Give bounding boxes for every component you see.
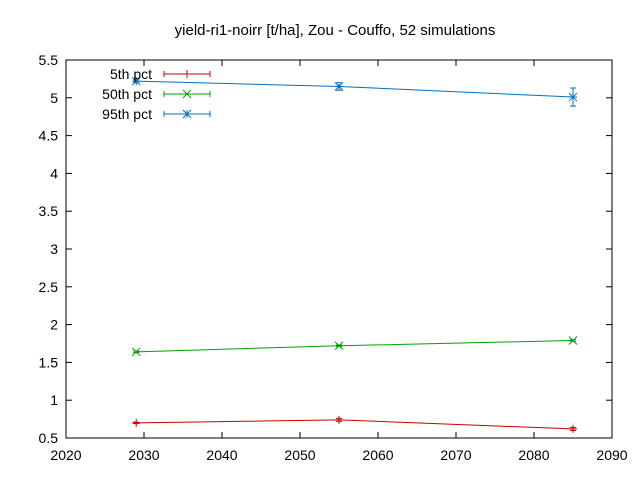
series-line xyxy=(136,419,574,430)
legend: 5th pct 50th pct 95th pct xyxy=(102,66,211,122)
x-tick-label: 2040 xyxy=(206,447,237,463)
series-lines xyxy=(131,76,578,433)
x-tick-label: 2020 xyxy=(50,447,81,463)
data-point xyxy=(131,76,141,86)
y-tick-label: 1 xyxy=(50,392,58,408)
x-tick-label: 2090 xyxy=(596,447,627,463)
y-tick-label: 4 xyxy=(50,165,58,181)
data-point xyxy=(568,336,578,345)
y-tick-label: 5.5 xyxy=(39,52,59,68)
x-tick-label: 2050 xyxy=(284,447,315,463)
data-point xyxy=(334,341,344,351)
y-tick-label: 2 xyxy=(50,317,58,333)
series-line xyxy=(136,339,574,353)
legend-label: 50th pct xyxy=(102,86,152,102)
x-tick-label: 2030 xyxy=(128,447,159,463)
y-tick-label: 2.5 xyxy=(39,279,59,295)
y-tick-label: 3.5 xyxy=(39,203,59,219)
data-point xyxy=(132,418,141,427)
y-tick-label: 3 xyxy=(50,241,58,257)
x-tick-label: 2060 xyxy=(362,447,393,463)
y-tick-label: 5 xyxy=(50,90,58,106)
legend-item-2: 50th pct xyxy=(102,86,211,102)
y-tick-label: 4.5 xyxy=(39,128,59,144)
x-tick-label: 2070 xyxy=(440,447,471,463)
data-point xyxy=(569,424,577,433)
legend-item-1: 5th pct xyxy=(110,66,211,82)
series-line xyxy=(136,80,574,98)
y-tick-label: 1.5 xyxy=(39,354,59,370)
legend-label: 95th pct xyxy=(102,106,152,122)
legend-marker xyxy=(182,89,192,99)
data-point xyxy=(334,82,344,91)
data-point xyxy=(131,347,141,357)
chart-title: yield-ri1-noirr [t/ha], Zou - Couffo, 52… xyxy=(175,22,496,39)
legend-label: 5th pct xyxy=(110,66,152,82)
axes: 2020 2030 2040 2050 2060 2070 2080 2090 0.5 1 1.5 2… xyxy=(39,52,628,463)
legend-marker xyxy=(183,70,191,78)
series-3 xyxy=(131,76,578,107)
series-2 xyxy=(131,336,578,357)
legend-item-3: 95th pct xyxy=(102,106,211,122)
legend-marker xyxy=(182,109,192,119)
x-tick-label: 2080 xyxy=(518,447,549,463)
data-point xyxy=(568,92,578,102)
data-point xyxy=(335,415,343,424)
y-tick-label: 0.5 xyxy=(39,430,59,446)
series-1 xyxy=(132,415,577,433)
